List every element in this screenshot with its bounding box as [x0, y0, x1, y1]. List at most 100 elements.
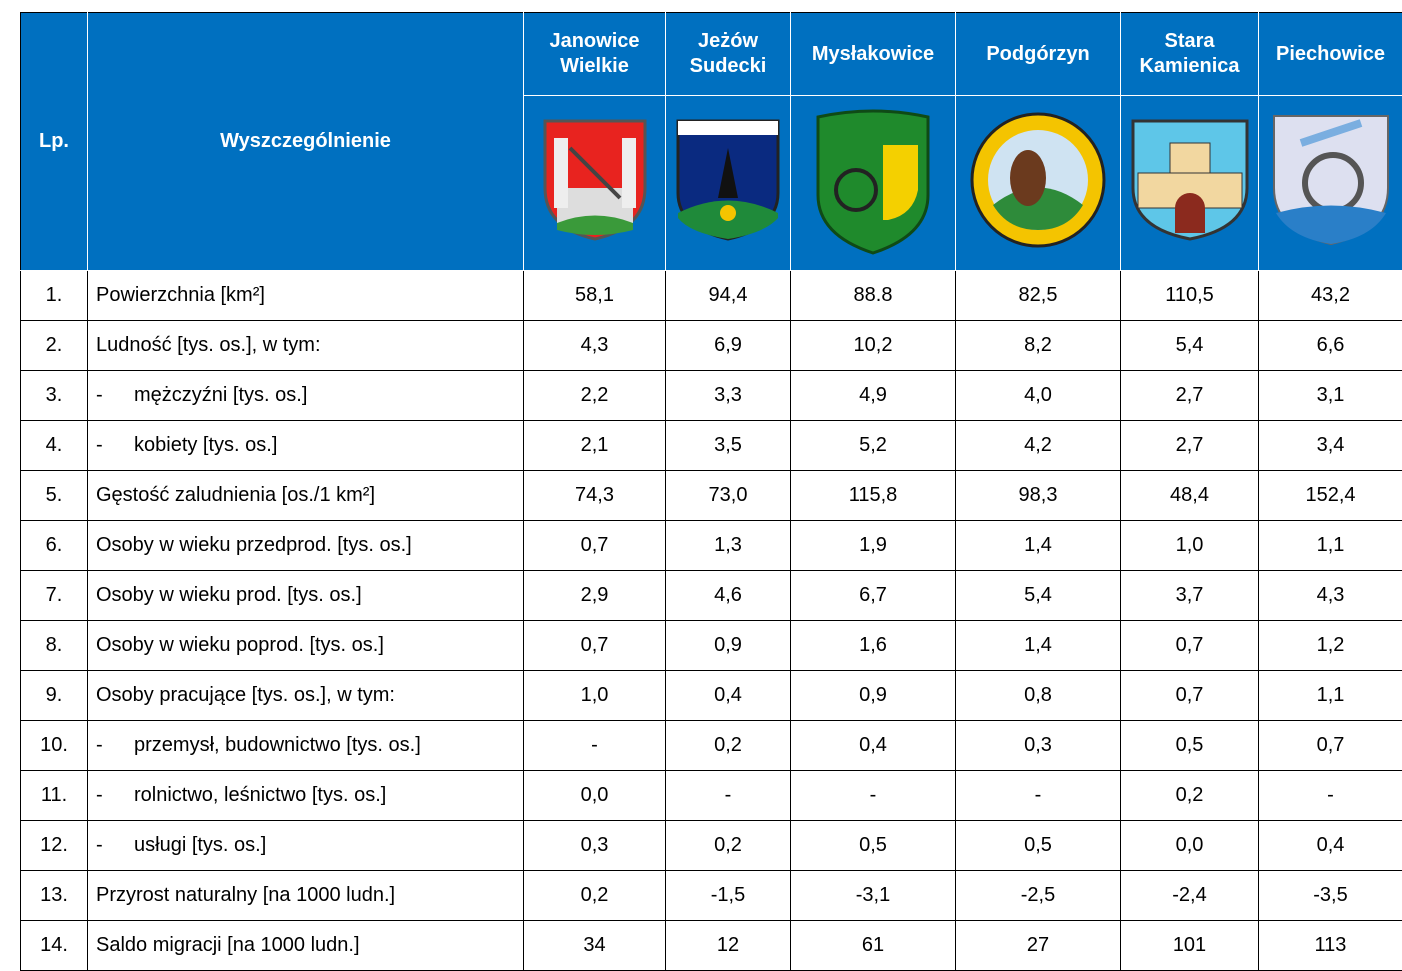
row-label-text: Osoby w wieku prod. [tys. os.]: [96, 584, 362, 606]
myslakowice-arms: [808, 105, 938, 255]
value-cell: 0,0: [524, 771, 666, 821]
value-cell: 58,1: [524, 271, 666, 321]
stara-kamienica-arms: [1130, 118, 1250, 242]
row-marker: -: [96, 834, 134, 857]
value-cell: 0,5: [956, 821, 1121, 871]
value-cell: 2,9: [524, 571, 666, 621]
value-cell: -: [524, 721, 666, 771]
value-cell: 82,5: [956, 271, 1121, 321]
row-label: Gęstość zaludnienia [os./1 km²]: [88, 471, 524, 521]
value-cell: 3,3: [666, 371, 791, 421]
value-cell: -: [956, 771, 1121, 821]
row-number: 7.: [21, 571, 88, 621]
value-cell: -2,4: [1121, 871, 1259, 921]
value-cell: 0,8: [956, 671, 1121, 721]
column-header: Jeżów Sudecki: [666, 13, 791, 96]
value-cell: 1,1: [1259, 521, 1402, 571]
value-cell: 0,3: [956, 721, 1121, 771]
row-label-text: usługi [tys. os.]: [134, 834, 266, 856]
value-cell: 0,5: [791, 821, 956, 871]
value-cell: 61: [791, 921, 956, 971]
row-number: 11.: [21, 771, 88, 821]
value-cell: 1,4: [956, 521, 1121, 571]
row-number: 12.: [21, 821, 88, 871]
value-cell: -1,5: [666, 871, 791, 921]
value-cell: 3,1: [1259, 371, 1402, 421]
row-label: -mężczyźni [tys. os.]: [88, 371, 524, 421]
value-cell: 2,7: [1121, 371, 1259, 421]
value-cell: 27: [956, 921, 1121, 971]
coat-of-arms: [524, 96, 666, 271]
row-label: Przyrost naturalny [na 1000 ludn.]: [88, 871, 524, 921]
value-cell: 101: [1121, 921, 1259, 971]
coat-of-arms: [1259, 96, 1402, 271]
value-cell: 1,3: [666, 521, 791, 571]
value-cell: 4,3: [524, 321, 666, 371]
value-cell: 0,4: [1259, 821, 1402, 871]
row-marker: -: [96, 784, 134, 807]
value-cell: 5,4: [956, 571, 1121, 621]
value-cell: 1,1: [1259, 671, 1402, 721]
value-cell: 94,4: [666, 271, 791, 321]
janowice-arms: [542, 118, 648, 242]
row-label: Powierzchnia [km²]: [88, 271, 524, 321]
table-row: 10.-przemysł, budownictwo [tys. os.]-0,2…: [21, 721, 1402, 771]
row-number: 6.: [21, 521, 88, 571]
value-cell: 0,9: [791, 671, 956, 721]
row-label-text: Gęstość zaludnienia [os./1 km²]: [96, 484, 375, 506]
column-header: Piechowice: [1259, 13, 1402, 96]
row-label: Osoby w wieku poprod. [tys. os.]: [88, 621, 524, 671]
row-label-text: Osoby w wieku przedprod. [tys. os.]: [96, 534, 412, 556]
row-label-text: Osoby pracujące [tys. os.], w tym:: [96, 684, 395, 706]
row-label: -rolnictwo, leśnictwo [tys. os.]: [88, 771, 524, 821]
item-header: Wyszczególnienie: [88, 13, 524, 271]
value-cell: 34: [524, 921, 666, 971]
value-cell: 48,4: [1121, 471, 1259, 521]
value-cell: 4,2: [956, 421, 1121, 471]
value-cell: -2,5: [956, 871, 1121, 921]
value-cell: 0,3: [524, 821, 666, 871]
value-cell: 88.8: [791, 271, 956, 321]
value-cell: 1,4: [956, 621, 1121, 671]
podgorzyn-arms: [968, 110, 1108, 250]
value-cell: -3,1: [791, 871, 956, 921]
column-header: Stara Kamienica: [1121, 13, 1259, 96]
value-cell: 0,5: [1121, 721, 1259, 771]
value-cell: 4,6: [666, 571, 791, 621]
value-cell: 1,9: [791, 521, 956, 571]
row-label: Osoby w wieku prod. [tys. os.]: [88, 571, 524, 621]
piechowice-arms: [1271, 113, 1391, 247]
value-cell: 113: [1259, 921, 1402, 971]
value-cell: 2,7: [1121, 421, 1259, 471]
value-cell: 0,2: [666, 721, 791, 771]
value-cell: -: [791, 771, 956, 821]
value-cell: 0,7: [1121, 671, 1259, 721]
value-cell: -: [666, 771, 791, 821]
value-cell: 0,7: [1121, 621, 1259, 671]
row-number: 10.: [21, 721, 88, 771]
value-cell: 12: [666, 921, 791, 971]
value-cell: 0,7: [524, 621, 666, 671]
value-cell: 0,2: [524, 871, 666, 921]
value-cell: 0,2: [666, 821, 791, 871]
row-label: -przemysł, budownictwo [tys. os.]: [88, 721, 524, 771]
value-cell: 0,0: [1121, 821, 1259, 871]
row-number: 5.: [21, 471, 88, 521]
row-label-text: mężczyźni [tys. os.]: [134, 384, 307, 406]
row-label-text: Saldo migracji [na 1000 ludn.]: [96, 934, 360, 956]
row-label: -usługi [tys. os.]: [88, 821, 524, 871]
row-label-text: Ludność [tys. os.], w tym:: [96, 334, 321, 356]
value-cell: 3,7: [1121, 571, 1259, 621]
row-label-text: kobiety [tys. os.]: [134, 434, 277, 456]
value-cell: 152,4: [1259, 471, 1402, 521]
